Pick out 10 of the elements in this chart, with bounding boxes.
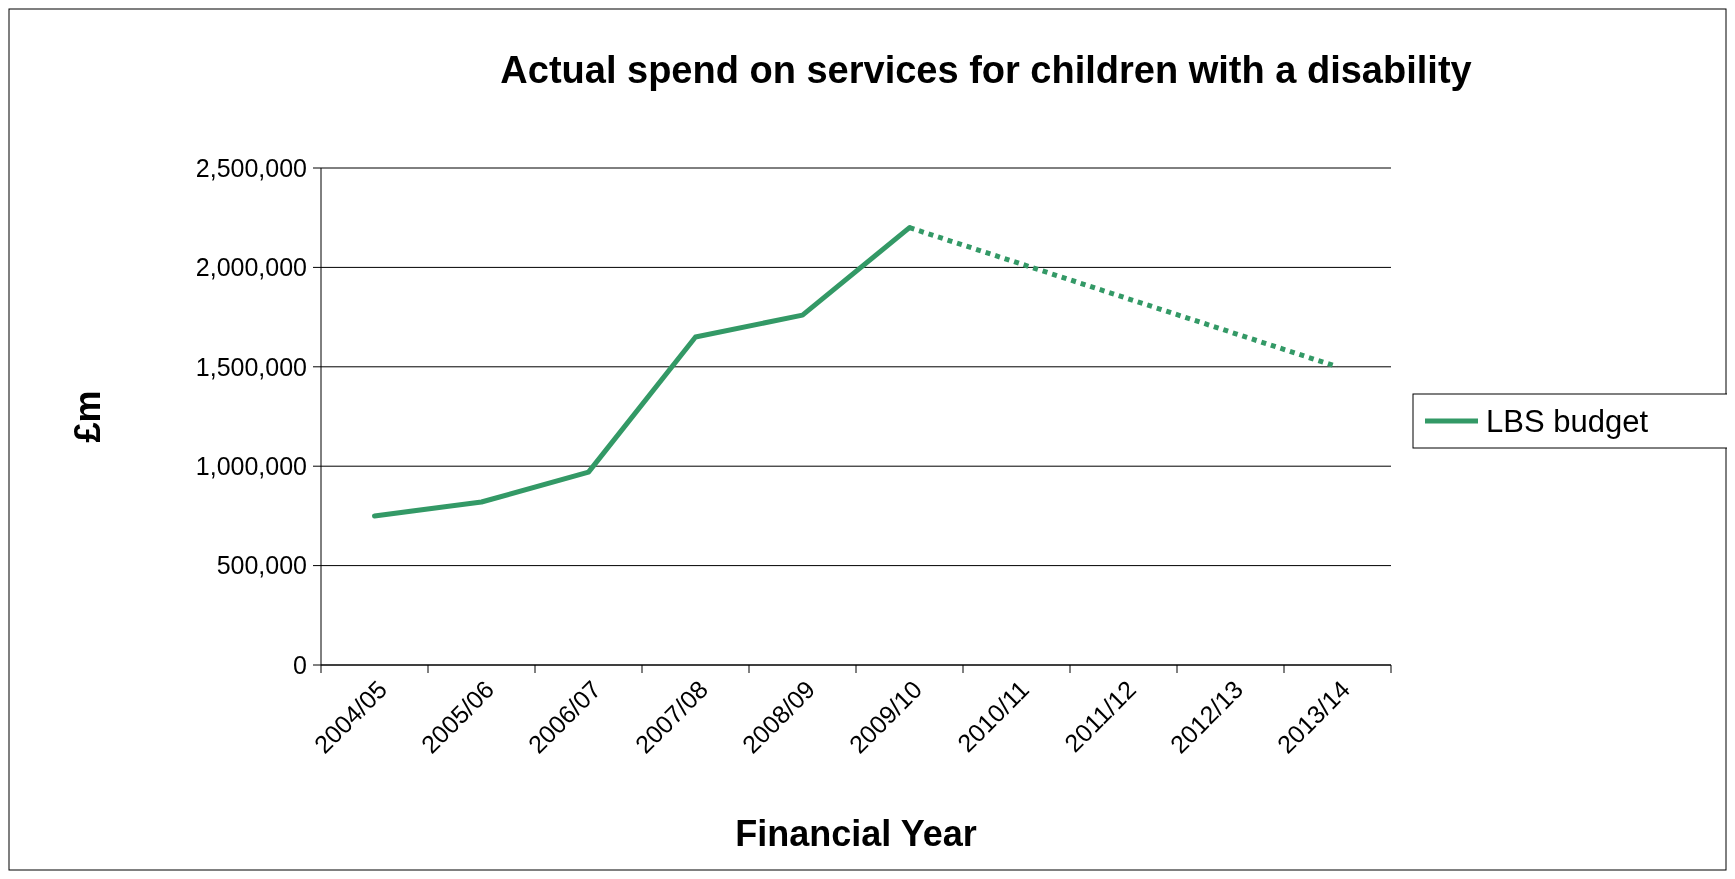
- y-tick-label: 1,500,000: [195, 352, 307, 381]
- chart-title: Actual spend on services for children with a disability: [500, 49, 1472, 91]
- y-tick-label: 500,000: [216, 551, 307, 580]
- y-tick-label: 0: [293, 650, 307, 679]
- y-tick-label: 2,500,000: [195, 153, 307, 182]
- y-tick-label: 1,000,000: [195, 451, 307, 480]
- y-axis-title: £m: [67, 390, 108, 443]
- x-axis-title: Financial Year: [735, 813, 977, 854]
- y-tick-label: 2,000,000: [195, 253, 307, 282]
- legend-label: LBS budget: [1486, 403, 1649, 439]
